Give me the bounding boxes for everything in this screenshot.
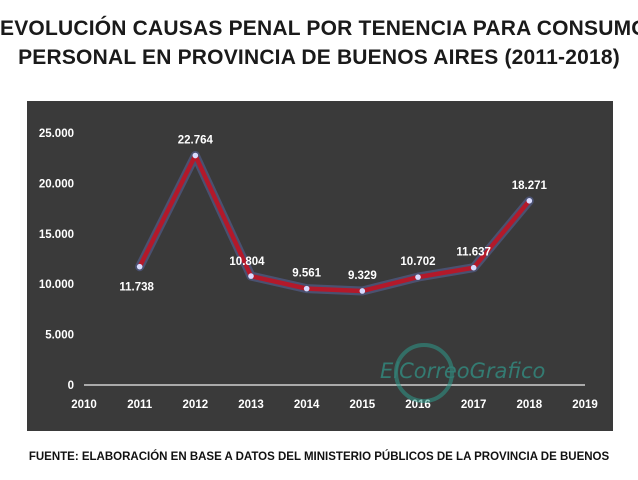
x-tick-label: 2016 <box>405 399 431 411</box>
x-tick-label: 2013 <box>238 399 264 411</box>
line-chart: 0 5.000 10.000 15.000 20.000 25.000 2010 2011 20… <box>39 128 598 411</box>
chart-area: 0 5.000 10.000 15.000 20.000 25.000 2010 2011 20… <box>27 101 613 431</box>
data-point <box>303 285 310 292</box>
source-note: FUENTE: ELABORACIÓN EN BASE A DATOS DEL … <box>28 451 610 463</box>
x-tick-label: 2019 <box>572 399 598 411</box>
data-label: 11.738 <box>119 282 154 294</box>
x-tick-label: 2014 <box>294 399 320 411</box>
y-tick-label: 25.000 <box>39 128 74 140</box>
data-point <box>415 274 421 280</box>
data-point <box>248 273 254 279</box>
data-label: 11.637 <box>456 247 491 259</box>
data-point <box>192 152 199 159</box>
chart-title-line-1: EVOLUCIÓN CAUSAS PENAL POR TENENCIA PARA… <box>0 17 638 40</box>
y-tick-label: 20.000 <box>39 178 74 190</box>
x-tick-label: 2018 <box>517 399 543 411</box>
series-line-glow <box>135 151 534 296</box>
x-tick-label: 2011 <box>127 399 153 411</box>
y-tick-label: 15.000 <box>39 229 74 241</box>
data-label: 10.804 <box>229 256 265 268</box>
data-point <box>136 263 143 270</box>
x-tick-label: 2012 <box>183 399 209 411</box>
data-label: 22.764 <box>178 135 214 147</box>
y-tick-label: 10.000 <box>39 279 74 291</box>
data-label: 18.271 <box>512 180 548 192</box>
chart-title: EVOLUCIÓN CAUSAS PENAL POR TENENCIA PARA… <box>0 14 638 72</box>
x-tick-label: 2010 <box>71 399 97 411</box>
data-label: 10.702 <box>400 256 435 268</box>
y-tick-label: 5.000 <box>45 330 74 342</box>
x-tick-label: 2017 <box>461 399 487 411</box>
x-tick-label: 2015 <box>350 399 376 411</box>
y-tick-label: 0 <box>68 380 74 392</box>
data-label: 9.561 <box>292 268 321 280</box>
series-line <box>137 153 532 294</box>
data-point <box>359 288 366 294</box>
data-point <box>470 264 477 271</box>
data-label: 9.329 <box>348 270 377 282</box>
chart-title-line-2: PERSONAL EN PROVINCIA DE BUENOS AIRES (2… <box>18 46 620 69</box>
data-point <box>526 198 533 204</box>
